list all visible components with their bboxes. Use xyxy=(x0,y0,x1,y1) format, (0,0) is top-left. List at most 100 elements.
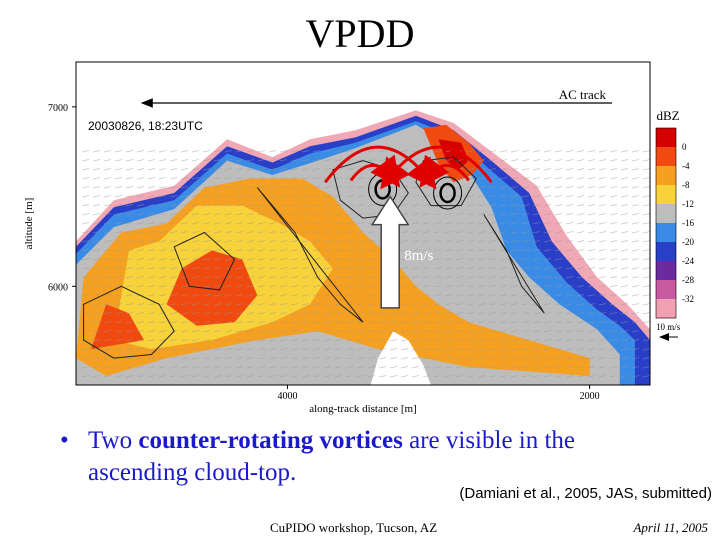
wind-vector xyxy=(587,213,596,216)
wind-vector xyxy=(103,366,112,369)
wind-vector xyxy=(246,168,255,171)
wind-vector xyxy=(323,213,332,216)
wind-vector xyxy=(444,285,453,288)
wind-vector xyxy=(103,249,112,252)
wind-vector xyxy=(587,357,596,360)
wind-vector xyxy=(92,285,101,288)
wind-vector xyxy=(642,150,650,153)
bullet-text: Two counter-rotating vortices are visibl… xyxy=(88,425,668,489)
wind-vector xyxy=(576,222,585,225)
wind-vector xyxy=(92,321,101,324)
wind-vector xyxy=(455,249,464,252)
wind-vector xyxy=(125,312,134,315)
wind-vector xyxy=(235,285,244,288)
wind-vector xyxy=(301,231,310,234)
rotation-arrow-0 xyxy=(324,145,437,190)
wind-vector xyxy=(631,249,640,252)
wind-vector xyxy=(312,150,321,153)
wind-vector xyxy=(488,339,497,342)
wind-vector xyxy=(136,159,145,162)
wind-vector xyxy=(103,312,112,315)
wind-vector xyxy=(114,339,123,342)
wind-vector xyxy=(180,285,189,288)
reflectivity-contour-1 xyxy=(173,231,236,291)
wind-vector xyxy=(92,303,101,306)
wind-vector xyxy=(257,213,266,216)
wind-vector xyxy=(433,231,442,234)
wind-vector xyxy=(257,258,266,261)
wind-vector xyxy=(433,312,442,315)
footer-date: April 11, 2005 xyxy=(633,520,708,535)
wind-vector xyxy=(246,321,255,324)
wind-vector xyxy=(378,312,387,315)
wind-vector xyxy=(191,195,200,198)
wind-vector xyxy=(631,186,640,189)
wind-vector xyxy=(554,177,563,180)
wind-vector xyxy=(510,312,519,315)
citation: (Damiani et al., 2005, JAS, submitted) xyxy=(459,485,712,502)
wind-vector xyxy=(477,339,486,342)
wind-vector xyxy=(565,222,574,225)
wind-vector xyxy=(290,195,299,198)
wind-vector xyxy=(279,186,288,189)
wind-vector xyxy=(191,159,200,162)
wind-vector xyxy=(279,240,288,243)
wind-vector xyxy=(290,213,299,216)
wind-vector xyxy=(642,303,650,306)
wind-vector xyxy=(400,249,409,252)
wind-vector xyxy=(345,168,354,171)
wind-vector xyxy=(290,267,299,270)
wind-vector xyxy=(378,375,387,378)
wind-vector xyxy=(609,303,618,306)
wind-vector xyxy=(268,357,277,360)
wind-vector xyxy=(213,195,222,198)
wind-vector xyxy=(81,195,90,198)
wind-vector xyxy=(345,375,354,378)
wind-vector xyxy=(543,357,552,360)
bullet-symbol: • xyxy=(60,427,69,454)
wind-vector xyxy=(147,348,156,351)
wind-vector xyxy=(279,159,288,162)
wind-vector xyxy=(510,177,519,180)
wind-vector xyxy=(356,303,365,306)
wind-vector xyxy=(499,168,508,171)
wind-vector xyxy=(147,276,156,279)
wind-vector xyxy=(543,177,552,180)
wind-vector xyxy=(114,330,123,333)
wind-vector xyxy=(213,204,222,207)
wind-vector xyxy=(510,375,519,378)
wind-vector xyxy=(576,150,585,153)
wind-vector xyxy=(543,276,552,279)
wind-vector xyxy=(136,375,145,378)
wind-vector xyxy=(169,177,178,180)
wind-scale-label: 10 m/s xyxy=(656,322,681,332)
wind-vector xyxy=(290,258,299,261)
wind-vector xyxy=(444,312,453,315)
wind-vector xyxy=(532,285,541,288)
wind-vector xyxy=(92,312,101,315)
wind-vector xyxy=(158,285,167,288)
wind-vector xyxy=(433,240,442,243)
wind-vector xyxy=(158,321,167,324)
wind-vector xyxy=(125,240,134,243)
wind-vector xyxy=(587,168,596,171)
wind-vector xyxy=(81,159,90,162)
wind-vector xyxy=(147,339,156,342)
wind-vector xyxy=(411,150,420,153)
wind-vector xyxy=(389,312,398,315)
wind-vector xyxy=(620,222,629,225)
wind-vector xyxy=(620,177,629,180)
rotation-arrow-inner-left xyxy=(349,154,401,188)
wind-vector xyxy=(400,321,409,324)
wind-vector xyxy=(389,321,398,324)
wind-vector xyxy=(367,366,376,369)
wind-vector xyxy=(576,339,585,342)
wind-vector xyxy=(598,285,607,288)
reflectivity-contour-0 xyxy=(83,285,175,359)
wind-vector xyxy=(290,159,299,162)
wind-vector xyxy=(477,294,486,297)
wind-vector xyxy=(279,312,288,315)
wind-vector xyxy=(257,204,266,207)
wind-vector xyxy=(136,213,145,216)
wind-vector xyxy=(598,159,607,162)
